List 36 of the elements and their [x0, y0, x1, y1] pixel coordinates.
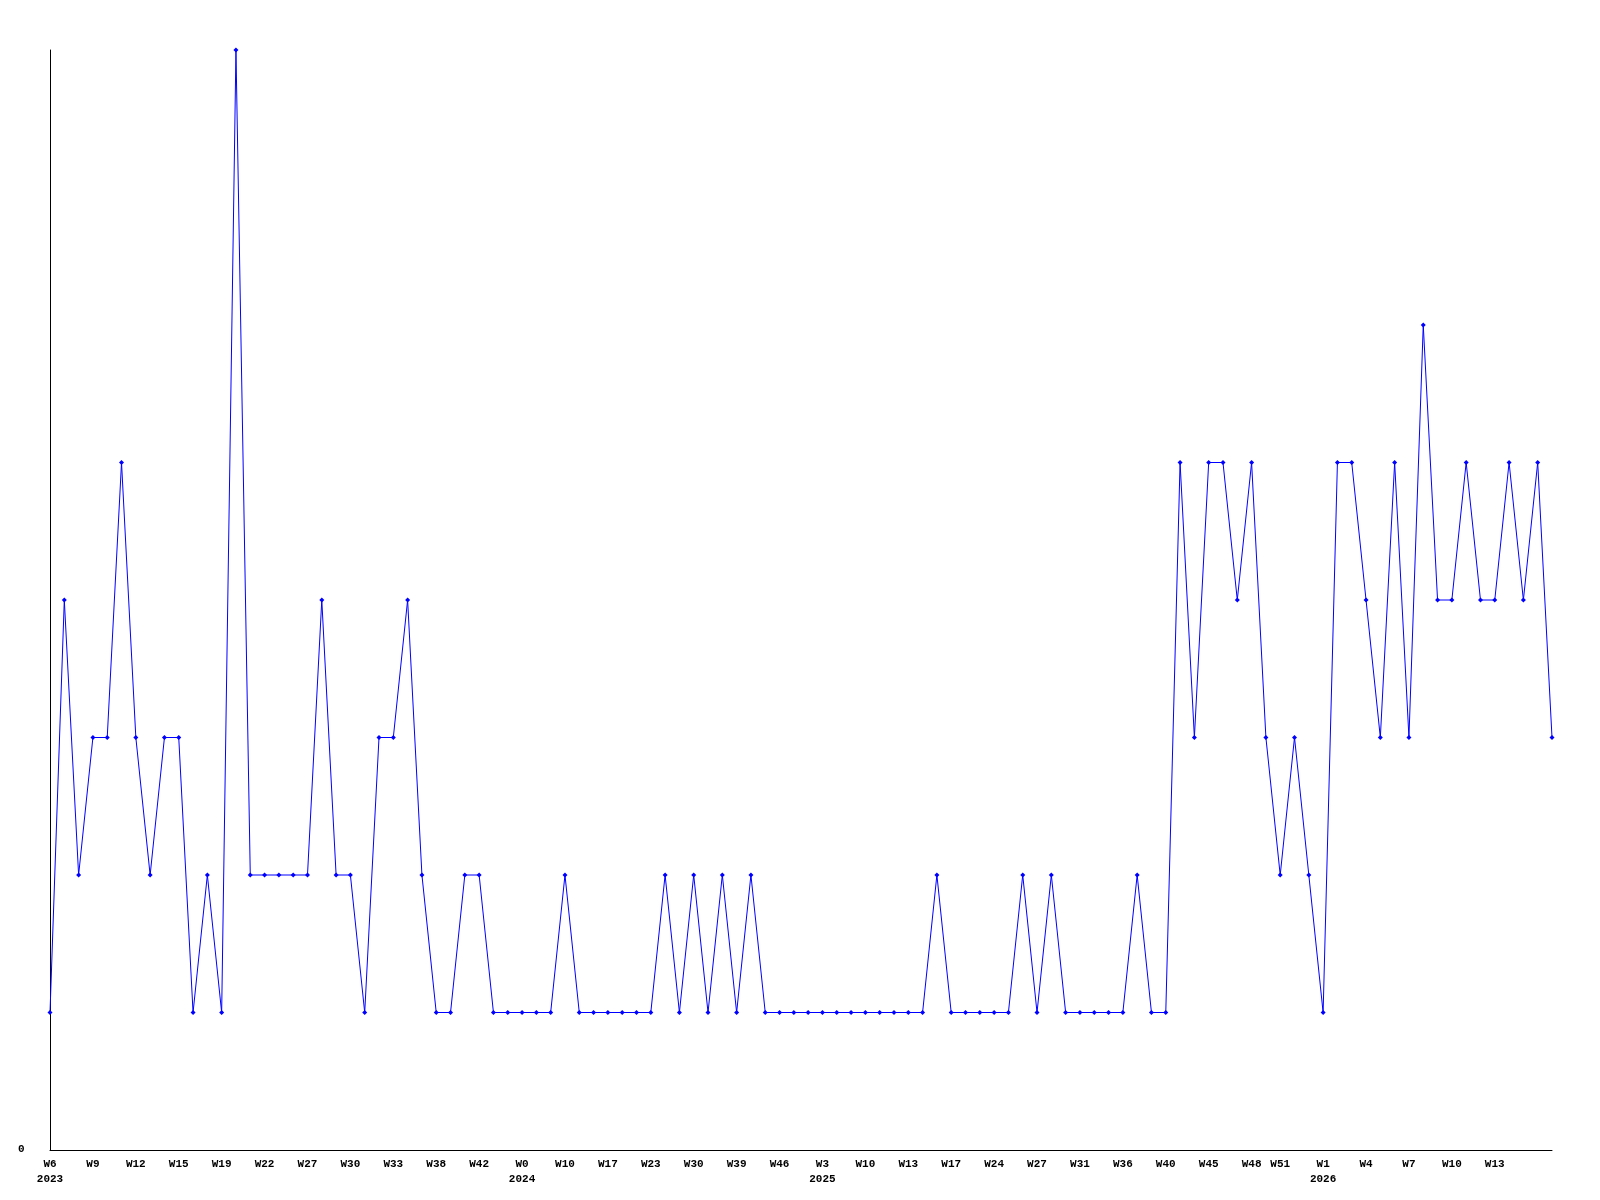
x-tick-label: W3 2025: [809, 1157, 837, 1185]
x-tick-label: W17: [597, 1157, 618, 1170]
x-tick-label: W23: [640, 1157, 662, 1170]
x-tick-label: W33: [383, 1157, 404, 1170]
x-tick-label: W22: [254, 1157, 275, 1170]
x-tick-label: W46: [769, 1157, 790, 1170]
x-tick-label: W10: [855, 1157, 876, 1170]
x-tick-label: W51: [1270, 1157, 1291, 1170]
x-tick-label: W15: [168, 1157, 190, 1170]
x-tick-label: W31: [1070, 1157, 1091, 1170]
x-tick-label: W0 2024: [508, 1157, 536, 1185]
x-tick-label: W30: [340, 1157, 361, 1170]
x-tick-label: W24: [984, 1157, 1005, 1170]
x-tick-label: W27: [297, 1157, 318, 1170]
text: 0: [18, 1142, 25, 1155]
x-tick-label: W10: [1441, 1157, 1462, 1170]
x-tick-label: W48: [1241, 1157, 1262, 1170]
x-tick-label: W12: [125, 1157, 146, 1170]
x-tick-label: W17: [941, 1157, 962, 1170]
x-tick-label: W36: [1112, 1157, 1133, 1170]
x-tick-label: W42: [469, 1157, 490, 1170]
x-tick-label: W6 2023: [36, 1157, 64, 1185]
x-tick-label: W1 2026: [1309, 1157, 1337, 1185]
x-tick-label: W13: [898, 1157, 919, 1170]
x-tick-label: W30: [683, 1157, 704, 1170]
x-tick-label: W4: [1359, 1157, 1374, 1170]
x-tick-label: W39: [726, 1157, 747, 1170]
x-tick-label: W27: [1027, 1157, 1047, 1170]
x-tick-label: W40: [1155, 1157, 1176, 1170]
x-tick-label: W10: [555, 1157, 575, 1170]
x-tick-label: W45: [1198, 1157, 1219, 1170]
x-tick-label: W19: [211, 1157, 232, 1170]
x-tick-label: W9: [86, 1157, 100, 1170]
x-tick-label: W7: [1402, 1157, 1416, 1170]
x-tick-label: W38: [426, 1157, 447, 1170]
x-tick-label: W13: [1484, 1157, 1506, 1170]
